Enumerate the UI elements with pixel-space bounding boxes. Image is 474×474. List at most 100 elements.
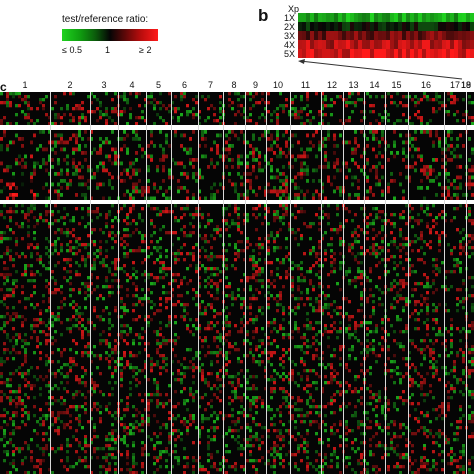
- heatmap-cell: [372, 396, 375, 400]
- heatmap-cell: [81, 426, 84, 430]
- heatmap-cell: [57, 369, 60, 373]
- heatmap-cell: [84, 396, 87, 400]
- xp-cell: [398, 13, 403, 22]
- heatmap-cell: [84, 345, 87, 349]
- heatmap-cell: [27, 246, 30, 250]
- heatmap-cell: [189, 151, 192, 155]
- heatmap-cell: [69, 246, 72, 250]
- heatmap-cell: [129, 432, 132, 436]
- heatmap-cell: [180, 420, 183, 424]
- heatmap-cell: [369, 186, 372, 190]
- heatmap-cell: [147, 179, 150, 183]
- heatmap-cell: [267, 351, 270, 355]
- heatmap-cell: [471, 417, 474, 421]
- heatmap-cell: [354, 378, 357, 382]
- heatmap-cell: [252, 273, 255, 277]
- heatmap-cell: [444, 372, 447, 376]
- heatmap-cell: [192, 375, 195, 379]
- heatmap-cell: [435, 408, 438, 412]
- heatmap-cell: [294, 237, 297, 241]
- heatmap-cell: [204, 354, 207, 358]
- heatmap-cell: [333, 300, 336, 304]
- heatmap-cell: [327, 122, 330, 126]
- heatmap-cell: [69, 420, 72, 424]
- heatmap-cell: [468, 294, 471, 298]
- heatmap-cell: [219, 348, 222, 352]
- heatmap-cell: [180, 172, 183, 176]
- heatmap-cell: [24, 216, 27, 220]
- heatmap-cell: [435, 231, 438, 235]
- heatmap-cell: [348, 270, 351, 274]
- heatmap-cell: [123, 130, 126, 134]
- heatmap-cell: [15, 396, 18, 400]
- heatmap-cell: [432, 342, 435, 346]
- heatmap-cell: [243, 95, 246, 99]
- heatmap-cell: [219, 384, 222, 388]
- heatmap-cell: [321, 309, 324, 313]
- heatmap-cell: [450, 196, 453, 201]
- heatmap-cell: [378, 399, 381, 403]
- heatmap-cell: [192, 420, 195, 424]
- heatmap-cell: [78, 321, 81, 325]
- heatmap-cell: [219, 255, 222, 259]
- heatmap-cell: [414, 147, 417, 152]
- heatmap-cell: [180, 378, 183, 382]
- heatmap-cell: [147, 399, 150, 403]
- heatmap-cell: [306, 402, 309, 406]
- heatmap-cell: [243, 303, 246, 307]
- heatmap-cell: [207, 384, 210, 388]
- heatmap-cell: [459, 133, 462, 138]
- heatmap-cell: [231, 165, 234, 169]
- heatmap-cell: [84, 369, 87, 373]
- heatmap-cell: [462, 414, 465, 418]
- heatmap-cell: [135, 130, 138, 134]
- heatmap-cell: [168, 318, 171, 322]
- heatmap-cell: [228, 402, 231, 406]
- heatmap-cell: [201, 345, 204, 349]
- heatmap-cell: [0, 237, 3, 241]
- heatmap-cell: [45, 432, 48, 436]
- heatmap-cell: [237, 360, 240, 364]
- xp-cell: [310, 13, 315, 22]
- chromosome-label: 18: [460, 80, 472, 90]
- heatmap-cell: [447, 243, 450, 247]
- xp-cell: [318, 40, 323, 49]
- heatmap-cell: [96, 285, 99, 289]
- heatmap-cell: [348, 119, 351, 123]
- heatmap-cell: [291, 372, 294, 376]
- heatmap-cell: [282, 360, 285, 364]
- heatmap-cell: [213, 384, 216, 388]
- xp-cell: [402, 49, 407, 58]
- heatmap-cell: [288, 432, 291, 436]
- heatmap-cell: [72, 252, 75, 256]
- heatmap-cell: [300, 375, 303, 379]
- xp-cell: [450, 13, 455, 22]
- heatmap-cell: [297, 297, 300, 301]
- heatmap-cell: [360, 168, 363, 173]
- heatmap-cell: [381, 225, 384, 229]
- heatmap-cell: [468, 393, 471, 397]
- heatmap-cell: [345, 432, 348, 436]
- heatmap-cell: [189, 330, 192, 334]
- heatmap-cell: [63, 267, 66, 271]
- heatmap-cell: [174, 252, 177, 256]
- heatmap-cell: [186, 104, 189, 108]
- heatmap-cell: [0, 119, 3, 123]
- heatmap-cell: [153, 144, 156, 148]
- heatmap-cell: [471, 151, 474, 155]
- heatmap-cell: [90, 360, 93, 364]
- heatmap-cell: [303, 193, 306, 197]
- heatmap-cell: [375, 172, 378, 176]
- heatmap-cell: [399, 279, 402, 283]
- heatmap-cell: [36, 336, 39, 340]
- heatmap-cell: [294, 133, 297, 138]
- heatmap-cell: [0, 137, 3, 141]
- heatmap-cell: [192, 116, 195, 120]
- heatmap-cell: [333, 378, 336, 382]
- heatmap-cell: [282, 172, 285, 176]
- heatmap-cell: [234, 252, 237, 256]
- heatmap-cell: [408, 240, 411, 244]
- heatmap-cell: [462, 119, 465, 123]
- heatmap-cell: [237, 429, 240, 433]
- heatmap-cell: [417, 110, 420, 114]
